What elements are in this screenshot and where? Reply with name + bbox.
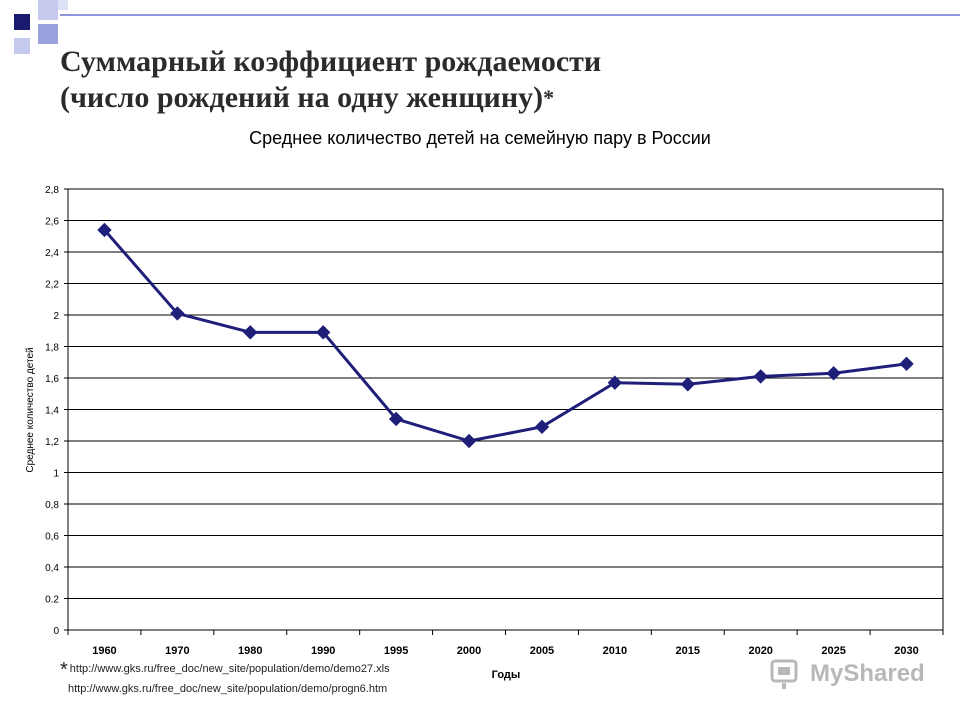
- slide-title-mark: *: [543, 85, 555, 110]
- data-point-marker: [461, 433, 477, 449]
- data-point-marker: [97, 222, 112, 238]
- corner-square-light: [38, 0, 58, 20]
- corner-square-mid: [38, 24, 58, 44]
- x-tick-label: 2030: [894, 645, 918, 657]
- y-tick-label: 2,8: [45, 185, 59, 196]
- corner-square-light: [58, 0, 68, 10]
- series-markers: [97, 222, 914, 449]
- data-point-marker: [243, 325, 258, 340]
- x-axis-label: Годы: [492, 669, 521, 681]
- footnote: * http://www.gks.ru/free_doc/new_site/pop…: [60, 656, 390, 699]
- footnote-line1: * http://www.gks.ru/free_doc/new_site/pop…: [60, 656, 390, 681]
- watermark: MyShared: [768, 656, 925, 692]
- watermark-text: MyShared: [810, 660, 925, 687]
- y-tick-label: 0,4: [45, 563, 59, 574]
- x-tick-label: 2025: [821, 645, 845, 657]
- x-tick-label: 2000: [457, 645, 481, 657]
- y-axis-label: Среднее количество детей: [25, 347, 36, 472]
- x-tick-label: 1960: [92, 645, 116, 657]
- data-point-marker: [899, 356, 914, 372]
- y-tick-label: 2: [53, 311, 59, 322]
- data-point-marker: [680, 377, 695, 392]
- y-tick-label: 1,4: [45, 406, 59, 417]
- y-tick-label: 1,6: [45, 374, 59, 385]
- y-tick-label: 2,4: [45, 248, 59, 259]
- slide-title-line1: Суммарный коэффициент рождаемости: [60, 45, 602, 78]
- y-tick-label: 1,8: [45, 343, 59, 354]
- y-tick-label: 0,8: [45, 500, 59, 511]
- footnote-line2: http://www.gks.ru/free_doc/new_site/popu…: [60, 679, 390, 699]
- y-tick-label: 2,2: [45, 280, 59, 291]
- y-tick-label: 0.2: [45, 595, 59, 606]
- data-point-marker: [316, 325, 331, 340]
- data-point-marker: [826, 366, 841, 381]
- slide-title: Суммарный коэффициент рождаемости (число…: [60, 44, 601, 116]
- data-point-marker: [534, 419, 550, 435]
- header-rule: [60, 14, 960, 16]
- x-axis: 1960 1970 1980 1990 1995 2000 2005 2010 2015 2020…: [67, 630, 944, 657]
- y-tick-label: 2,6: [45, 217, 59, 228]
- x-tick-label: 1995: [384, 645, 408, 657]
- x-tick-label: 2020: [748, 645, 772, 657]
- y-tick-label: 0: [53, 626, 59, 637]
- x-tick-label: 1970: [165, 645, 189, 657]
- y-tick-label: 1,2: [45, 437, 59, 448]
- data-point-marker: [607, 375, 623, 390]
- x-tick-label: 2005: [530, 645, 554, 657]
- corner-square-dark: [14, 14, 30, 30]
- footnote-url2[interactable]: http://www.gks.ru/free_doc/new_site/popu…: [68, 683, 388, 695]
- y-tick-label: 1: [53, 469, 59, 480]
- chart-grid: [67, 188, 944, 631]
- y-tick-label: 0,6: [45, 532, 59, 543]
- corner-square-light: [14, 38, 30, 54]
- x-tick-label: 2010: [603, 645, 627, 657]
- slide-title-line2: (число рождений на одну женщину)*: [60, 80, 601, 116]
- x-tick-label: 1980: [238, 645, 262, 657]
- footnote-url1[interactable]: http://www.gks.ru/free_doc/new_site/popu…: [69, 663, 390, 675]
- x-tick-label: 2015: [676, 645, 700, 657]
- series-line: [103, 228, 907, 443]
- x-tick-label: 1990: [311, 645, 335, 657]
- chart-title: Среднее количество детей на семейную пар…: [249, 128, 711, 148]
- y-axis: 0 0.2 0,4 0,6 0,8 1 1,2 1,4 1,6 1,8 2 2,2 2,4 2,6 2,8: [45, 185, 68, 637]
- data-point-marker: [388, 411, 404, 427]
- series-line-path: [103, 228, 907, 443]
- data-point-marker: [753, 369, 768, 384]
- footnote-mark: *: [60, 659, 68, 681]
- slide-title-line2-text: (число рождений на одну женщину): [60, 81, 544, 114]
- presentation-icon: [770, 659, 798, 689]
- data-point-marker: [170, 306, 185, 321]
